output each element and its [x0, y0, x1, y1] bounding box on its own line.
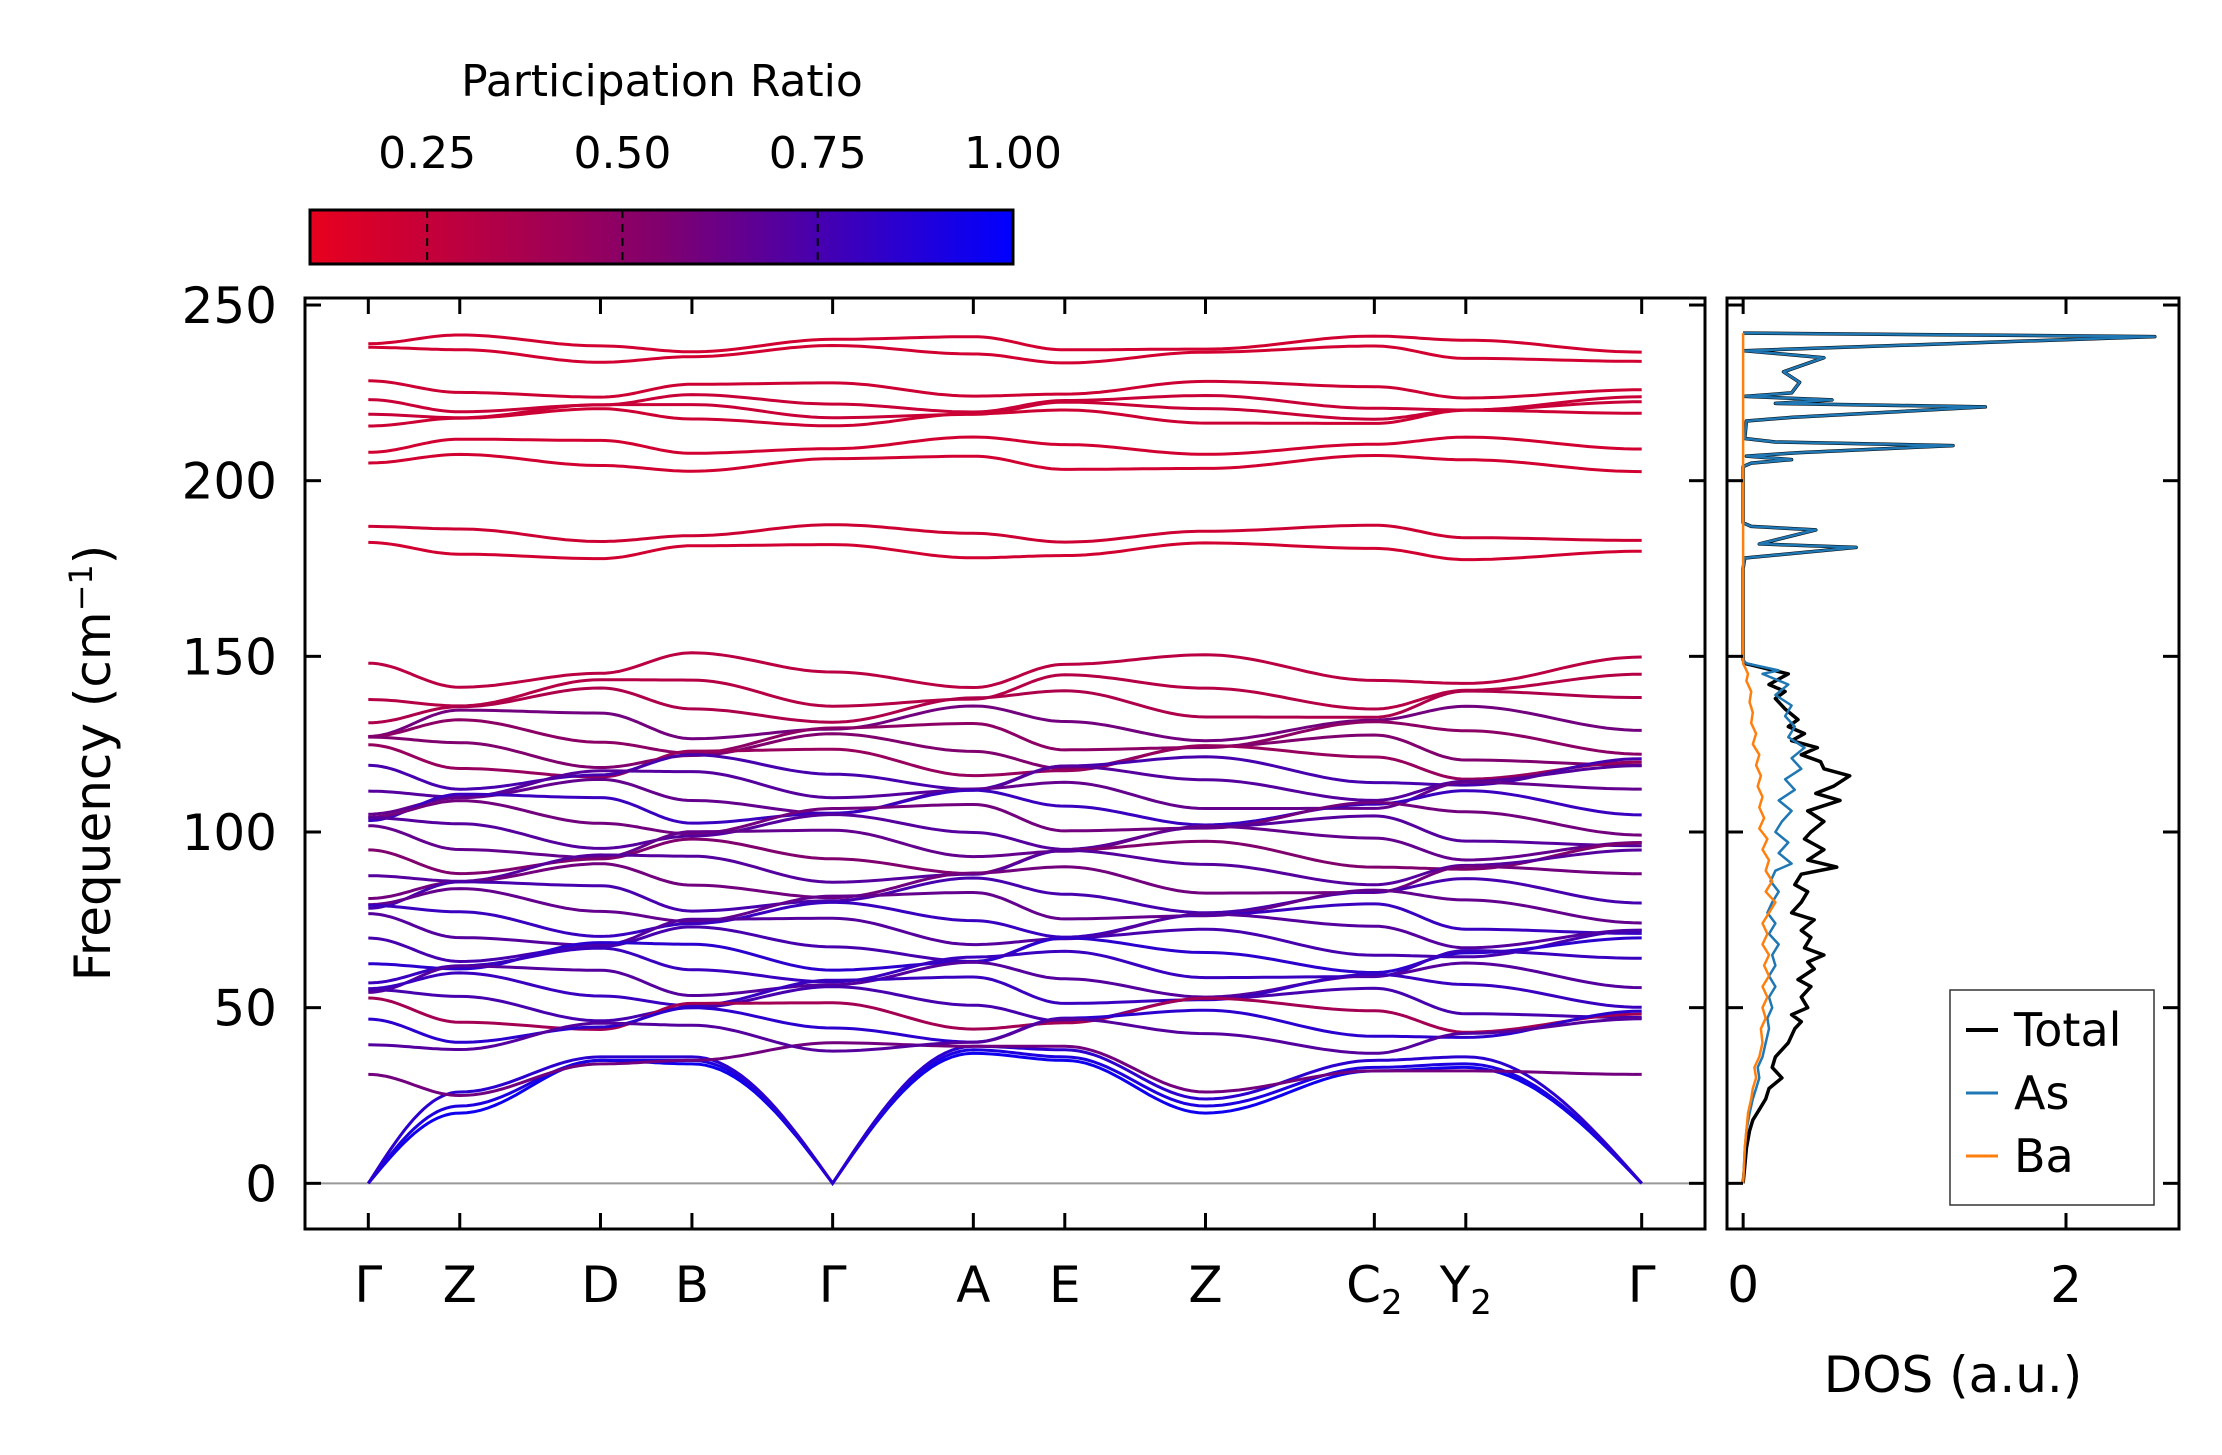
dos-series-as [1741, 331, 2157, 1184]
optical-branch [368, 912, 1642, 950]
optical-branch [368, 876, 1642, 915]
y-axis-title-close: ) [64, 545, 122, 565]
y-tick-label: 100 [182, 804, 277, 862]
dos-series-ba [1741, 333, 1777, 1184]
dos-x-tick-label: 2 [2050, 1256, 2082, 1314]
y-axis-title-main: Frequency (cm [64, 611, 122, 981]
dos-x-tick-label: 0 [1727, 1256, 1759, 1314]
k-point-label: A [956, 1256, 990, 1314]
colorbar: Participation Ratio 0.25 0.50 0.75 1.00 [308, 56, 1062, 266]
optical-branch [368, 900, 1642, 939]
optical-branch [368, 435, 1642, 456]
legend-box [1949, 989, 2155, 1206]
y-tick-label: 50 [213, 980, 277, 1038]
colorbar-ticks: 0.25 0.50 0.75 1.00 [378, 128, 1062, 264]
band-plot-frame [303, 296, 1707, 1231]
k-point-label: C2 [1346, 1256, 1403, 1323]
optical-branch [368, 686, 1642, 725]
band-structure-panel: 0 50 100 150 200 250 Γ Z D B Γ A E Z C2 Y2 Γ Frequency … [62, 277, 1707, 1323]
colorbar-tick-label: 0.25 [378, 128, 476, 179]
optical-branch [368, 732, 1642, 771]
y-tick-label: 0 [245, 1155, 277, 1213]
optical-branch [368, 946, 1642, 985]
optical-branch [368, 452, 1642, 474]
optical-branch [368, 960, 1642, 999]
k-point-label: Y2 [1439, 1256, 1492, 1323]
optical-branch [368, 704, 1642, 743]
optical-branch [368, 1017, 1642, 1055]
optical-branch [368, 996, 1642, 1034]
optical-branch [368, 379, 1642, 400]
optical-branch [368, 540, 1642, 562]
optical-branch [368, 862, 1642, 900]
legend-items: Total As Ba [1966, 1003, 2121, 1183]
k-point-label: Z [1188, 1256, 1222, 1314]
optical-branch [368, 824, 1642, 862]
optical-branch [368, 788, 1642, 827]
dos-curves [1741, 331, 2157, 1184]
legend-label: Ba [2014, 1129, 2074, 1183]
optical-branch [368, 523, 1642, 544]
optical-branch [368, 812, 1642, 851]
k-point-label: D [581, 1256, 620, 1314]
colorbar-gradient [308, 208, 1015, 266]
dos-x-axis-title: DOS (a.u.) [1824, 1346, 2083, 1404]
optical-branch [368, 971, 1642, 1009]
y-tick-label: 200 [182, 453, 277, 511]
acoustic-branch [367, 1051, 1643, 1186]
optical-branch [368, 743, 1642, 781]
optical-branch [368, 333, 1642, 354]
dos-y-ticks [1727, 303, 2179, 1185]
acoustic-branch [368, 1041, 1642, 1098]
k-path-ticks: Γ Z D B Γ A E Z C2 Y2 Γ [354, 298, 1656, 1323]
optical-branch [368, 985, 1642, 1023]
y-tick-label: 250 [182, 277, 277, 335]
optical-branch [368, 651, 1642, 690]
colorbar-title: Participation Ratio [461, 56, 863, 107]
colorbar-tick-label: 1.00 [964, 128, 1062, 179]
k-point-label: Γ [1628, 1256, 1656, 1314]
optical-branch [368, 718, 1642, 756]
optical-branch [368, 407, 1642, 428]
optical-branch [368, 887, 1642, 925]
legend-label: As [2014, 1066, 2069, 1120]
y-axis-ticks: 0 50 100 150 200 250 [182, 277, 1705, 1213]
k-point-label: Γ [354, 1256, 382, 1314]
optical-branch [368, 343, 1642, 365]
colorbar-tick-label: 0.75 [769, 128, 867, 179]
k-point-label: Z [443, 1256, 477, 1314]
k-point-label: B [675, 1256, 709, 1314]
phonon-bands [367, 333, 1643, 1186]
colorbar-tick-label: 0.50 [573, 128, 671, 179]
k-point-label: E [1049, 1256, 1081, 1314]
legend-label: Total [2013, 1003, 2121, 1057]
dos-legend: Total As Ba [1949, 989, 2155, 1206]
optical-branch [368, 799, 1642, 837]
y-axis-title-superscript: −1 [62, 564, 100, 611]
k-point-label: Γ [819, 1256, 847, 1314]
y-tick-label: 150 [182, 628, 277, 686]
y-axis-title: Frequency (cm−1) [62, 545, 122, 982]
dos-plot-frame [1725, 296, 2181, 1231]
